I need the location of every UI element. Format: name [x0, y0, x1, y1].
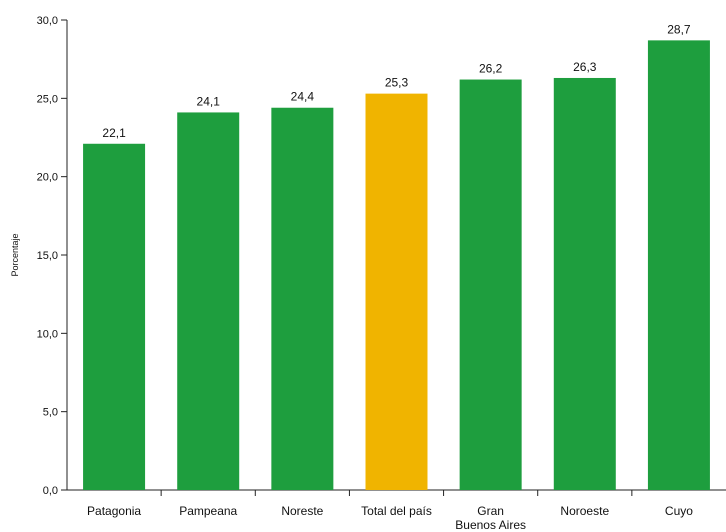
y-tick-label: 25,0: [37, 93, 58, 105]
labels: 22,1 Patagonia 24,1 Pampeana 24,4 Noreste 25,3…: [87, 22, 693, 532]
data-label: 25,3: [385, 76, 409, 90]
data-label: 26,3: [573, 60, 597, 74]
data-label: 24,1: [197, 94, 221, 108]
bar: [365, 93, 428, 490]
data-label: 26,2: [479, 62, 503, 76]
x-tick-label: Cuyo: [665, 504, 693, 518]
y-tick-label: 15,0: [37, 250, 58, 262]
x-tick-label: Total del país: [361, 504, 432, 518]
data-label: 22,1: [102, 126, 126, 140]
y-tick-label: 10,0: [37, 328, 58, 340]
bar: [271, 107, 334, 490]
x-tick-label: Buenos Aires: [455, 518, 526, 532]
x-tick-label: Pampeana: [179, 504, 237, 518]
bar: [177, 112, 240, 490]
x-tick-label: Noroeste: [560, 504, 609, 518]
bar: [83, 143, 146, 490]
x-tick-label: Gran: [477, 504, 504, 518]
bar: [459, 79, 522, 491]
bar: [553, 77, 616, 490]
x-tick-label: Noreste: [281, 504, 323, 518]
y-axis-label: Porcentaje: [10, 233, 20, 276]
y-tick-label: 0,0: [43, 485, 58, 497]
data-label: 24,4: [291, 90, 315, 104]
bars: [83, 40, 710, 491]
bar: [647, 40, 710, 490]
data-label: 28,7: [667, 22, 691, 36]
x-tick-label: Patagonia: [87, 504, 141, 518]
y-tick-label: 30,0: [37, 15, 58, 27]
y-tick-label: 20,0: [37, 172, 58, 184]
axes: 0,0 5,0 10,0 15,0 20,0 25,0 30,0: [37, 15, 726, 497]
y-tick-label: 5,0: [43, 407, 58, 419]
